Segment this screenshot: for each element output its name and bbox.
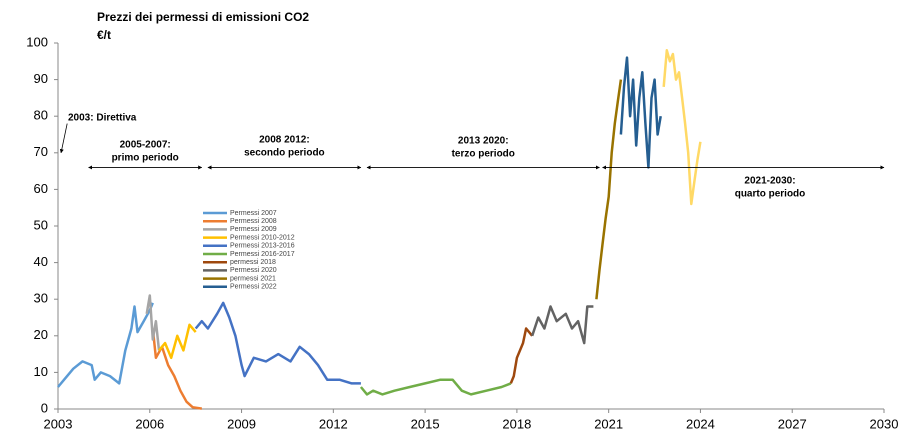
series-line bbox=[509, 327, 534, 384]
legend-label: Permessi 2020 bbox=[230, 267, 277, 274]
x-tick-label: 2030 bbox=[870, 416, 899, 431]
legend-label: Permessi 2013-2016 bbox=[230, 243, 295, 250]
series-line bbox=[194, 301, 361, 385]
x-tick-label: 2027 bbox=[778, 416, 807, 431]
annotation-text: 2005-2007: bbox=[120, 140, 171, 151]
annotation-text: quarto periodo bbox=[735, 189, 806, 200]
series-line bbox=[662, 49, 702, 206]
annotation-text: terzo periodo bbox=[452, 149, 515, 160]
annotation-text: 2013 2020: bbox=[458, 136, 509, 147]
y-tick-label: 10 bbox=[34, 364, 48, 379]
series-line bbox=[595, 79, 623, 300]
x-tick-label: 2018 bbox=[502, 416, 531, 431]
x-tick-label: 2015 bbox=[411, 416, 440, 431]
y-tick-label: 30 bbox=[34, 291, 48, 306]
y-tick-label: 100 bbox=[26, 34, 48, 49]
series-line bbox=[158, 323, 197, 360]
series-line bbox=[531, 305, 594, 345]
series-line bbox=[619, 56, 662, 169]
annotation-arrow bbox=[59, 123, 68, 154]
series-line bbox=[359, 378, 512, 396]
x-tick-label: 2012 bbox=[319, 416, 348, 431]
series-line bbox=[57, 302, 154, 388]
legend-label: Permessi 2008 bbox=[230, 218, 277, 225]
legend-label: Permessi 2007 bbox=[230, 210, 277, 217]
y-tick-label: 60 bbox=[34, 181, 48, 196]
annotation-text: secondo periodo bbox=[244, 148, 325, 159]
legend-label: Permessi 2016-2017 bbox=[230, 251, 295, 258]
y-tick-label: 50 bbox=[34, 217, 48, 232]
legend-label: permessi 2018 bbox=[230, 259, 276, 266]
y-tick-label: 40 bbox=[34, 254, 48, 269]
y-tick-label: 0 bbox=[41, 400, 48, 415]
annotation-text: primo periodo bbox=[112, 153, 179, 164]
y-tick-label: 70 bbox=[34, 144, 48, 159]
y-tick-label: 90 bbox=[34, 71, 48, 86]
x-tick-label: 2021 bbox=[594, 416, 623, 431]
x-tick-label: 2003 bbox=[44, 416, 73, 431]
x-tick-label: 2024 bbox=[686, 416, 715, 431]
chart-subtitle: €/t bbox=[97, 28, 111, 42]
legend-label: Permessi 2009 bbox=[230, 226, 277, 233]
annotation-text: 2008 2012: bbox=[259, 135, 310, 146]
annotation-text: 2021-2030: bbox=[744, 176, 795, 187]
legend-label: Permessi 2010-2012 bbox=[230, 234, 295, 241]
annotation-text: 2003: Direttiva bbox=[68, 113, 137, 124]
x-tick-label: 2009 bbox=[227, 416, 256, 431]
y-tick-label: 20 bbox=[34, 327, 48, 342]
legend-label: permessi 2021 bbox=[230, 275, 276, 282]
x-tick-label: 2006 bbox=[135, 416, 164, 431]
y-tick-label: 80 bbox=[34, 108, 48, 123]
series-line bbox=[151, 328, 202, 410]
series-line bbox=[145, 294, 161, 351]
chart-title: Prezzi dei permessi di emissioni CO2 bbox=[97, 10, 309, 24]
legend-label: Permessi 2022 bbox=[230, 284, 277, 291]
